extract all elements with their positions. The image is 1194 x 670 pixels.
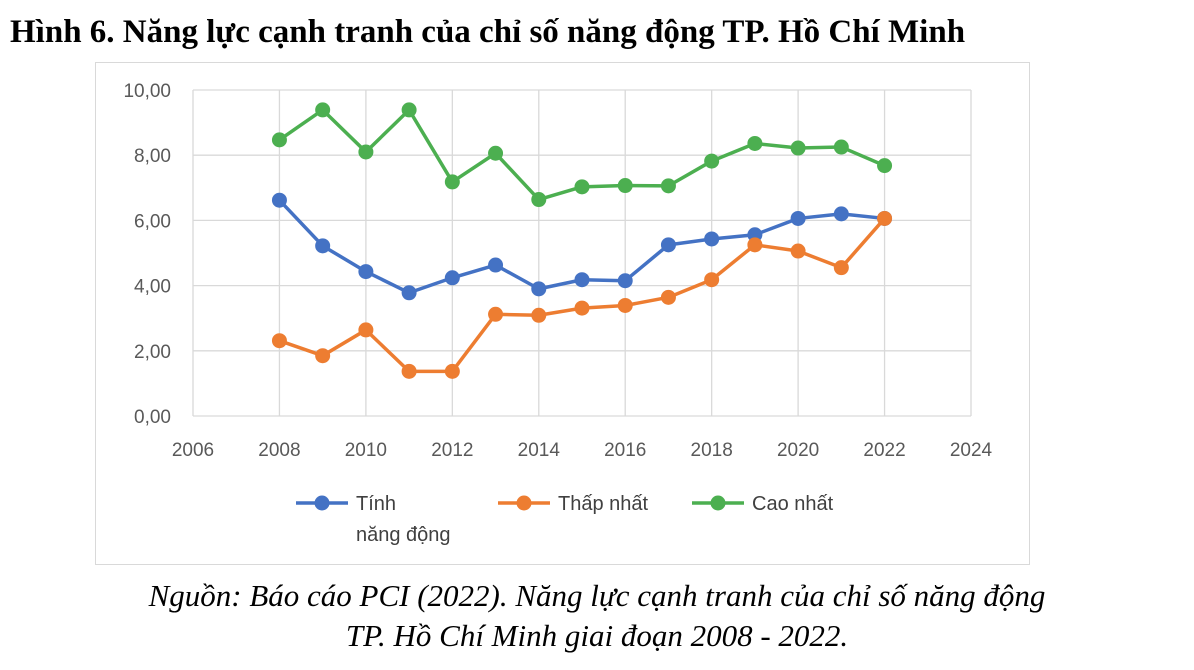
x-tick-label: 2008 <box>258 440 300 461</box>
data-point <box>531 192 547 208</box>
legend-label: Thấp nhất <box>558 493 649 515</box>
legend-marker <box>516 495 532 511</box>
data-point <box>401 363 417 379</box>
source-line-2: TP. Hồ Chí Minh giai đoạn 2008 - 2022. <box>345 618 849 653</box>
data-point <box>833 206 849 222</box>
series-lines <box>271 102 893 379</box>
x-tick-label: 2006 <box>172 440 214 461</box>
x-tick-label: 2020 <box>777 440 819 461</box>
y-tick-label: 4,00 <box>134 277 171 298</box>
x-tick-label: 2024 <box>950 440 993 461</box>
legend-marker <box>314 495 330 511</box>
data-point <box>271 333 287 349</box>
data-point <box>790 243 806 259</box>
data-point <box>444 174 460 190</box>
source-line-1: Nguồn: Báo cáo PCI (2022). Năng lực cạnh… <box>148 578 1046 613</box>
x-tick-label: 2018 <box>691 440 733 461</box>
data-point <box>833 139 849 155</box>
source-caption: Nguồn: Báo cáo PCI (2022). Năng lực cạnh… <box>0 576 1194 656</box>
data-point <box>704 153 720 169</box>
data-point <box>704 231 720 247</box>
line-chart: 0,00 2,00 4,00 6,00 8,00 10,00 2006 2008 2010 201… <box>123 81 992 546</box>
data-point <box>358 144 374 160</box>
y-tick-label: 0,00 <box>134 407 171 428</box>
data-point <box>747 135 763 151</box>
data-point <box>315 102 331 118</box>
data-point <box>444 270 460 286</box>
data-point <box>877 158 893 174</box>
x-tick-label: 2016 <box>604 440 646 461</box>
legend-label: Cao nhất <box>752 493 834 515</box>
legend-label: năng động <box>356 524 451 546</box>
data-point <box>574 272 590 288</box>
x-tick-label: 2014 <box>518 440 561 461</box>
data-point <box>790 140 806 156</box>
y-tick-label: 10,00 <box>123 81 171 102</box>
data-point <box>488 257 504 273</box>
legend-marker <box>710 495 726 511</box>
legend-label: Tính <box>356 493 396 515</box>
data-point <box>574 300 590 316</box>
data-point <box>488 145 504 161</box>
x-tick-label: 2010 <box>345 440 387 461</box>
series-line <box>278 217 886 374</box>
data-point <box>660 237 676 253</box>
chart-area: 0,00 2,00 4,00 6,00 8,00 10,00 2006 2008 2010 201… <box>95 62 1030 565</box>
data-point <box>660 289 676 305</box>
data-point <box>444 363 460 379</box>
data-point <box>617 178 633 194</box>
legend: Tính năng động Thấp nhất Cao nhất <box>296 493 834 546</box>
data-point <box>315 238 331 254</box>
data-point <box>358 322 374 338</box>
data-point <box>790 210 806 226</box>
data-point <box>747 237 763 253</box>
figure-title: Hình 6. Năng lực cạnh tranh của chỉ số n… <box>10 14 966 50</box>
data-point <box>271 192 287 208</box>
data-point <box>271 132 287 148</box>
y-tick-label: 8,00 <box>134 146 171 167</box>
data-point <box>531 307 547 323</box>
axis-labels: 0,00 2,00 4,00 6,00 8,00 10,00 2006 2008 2010 201… <box>123 81 992 461</box>
data-point <box>833 260 849 276</box>
data-point <box>488 306 504 322</box>
data-point <box>574 179 590 195</box>
x-tick-label: 2022 <box>863 440 905 461</box>
data-point <box>358 264 374 280</box>
x-tick-label: 2012 <box>431 440 473 461</box>
data-point <box>401 102 417 118</box>
data-point <box>704 272 720 288</box>
data-point <box>660 178 676 194</box>
y-tick-label: 6,00 <box>134 211 171 232</box>
data-point <box>877 210 893 226</box>
data-point <box>531 281 547 297</box>
data-point <box>617 297 633 313</box>
y-tick-label: 2,00 <box>134 342 171 363</box>
data-point <box>617 273 633 289</box>
data-point <box>315 348 331 364</box>
data-point <box>401 285 417 301</box>
